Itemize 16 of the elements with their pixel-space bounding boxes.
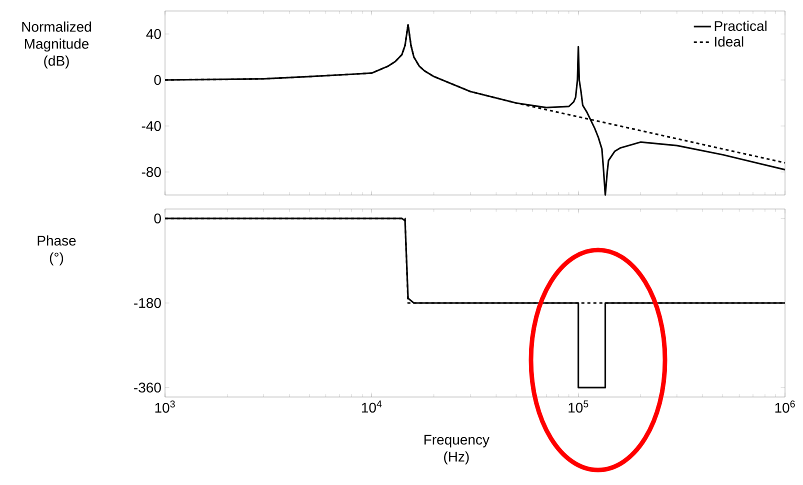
y-axis-title: Normalized Magnitude (dB) xyxy=(22,22,91,69)
y-tick-label: 40 xyxy=(146,29,161,39)
y-axis-title: Phase (°) xyxy=(38,235,76,266)
x-tick-label: 10$^{3}$ xyxy=(155,400,175,413)
legend-label: Practical xyxy=(714,20,766,31)
y-tick-label: -80 xyxy=(142,167,161,177)
y-tick-label: -180 xyxy=(134,298,161,308)
y-tick-label: -40 xyxy=(142,121,161,131)
y-tick-label: 0 xyxy=(154,75,161,85)
x-tick-label: 10$^{6}$ xyxy=(775,400,795,413)
y-tick-label: 0 xyxy=(154,213,161,224)
legend-label: Ideal xyxy=(715,36,744,47)
y-tick-label: -360 xyxy=(134,382,161,393)
x-tick-label: 10$^{4}$ xyxy=(362,400,382,413)
x-axis-title: Frequency (Hz) xyxy=(424,434,490,464)
x-tick-label: 10$^{5}$ xyxy=(568,400,588,413)
